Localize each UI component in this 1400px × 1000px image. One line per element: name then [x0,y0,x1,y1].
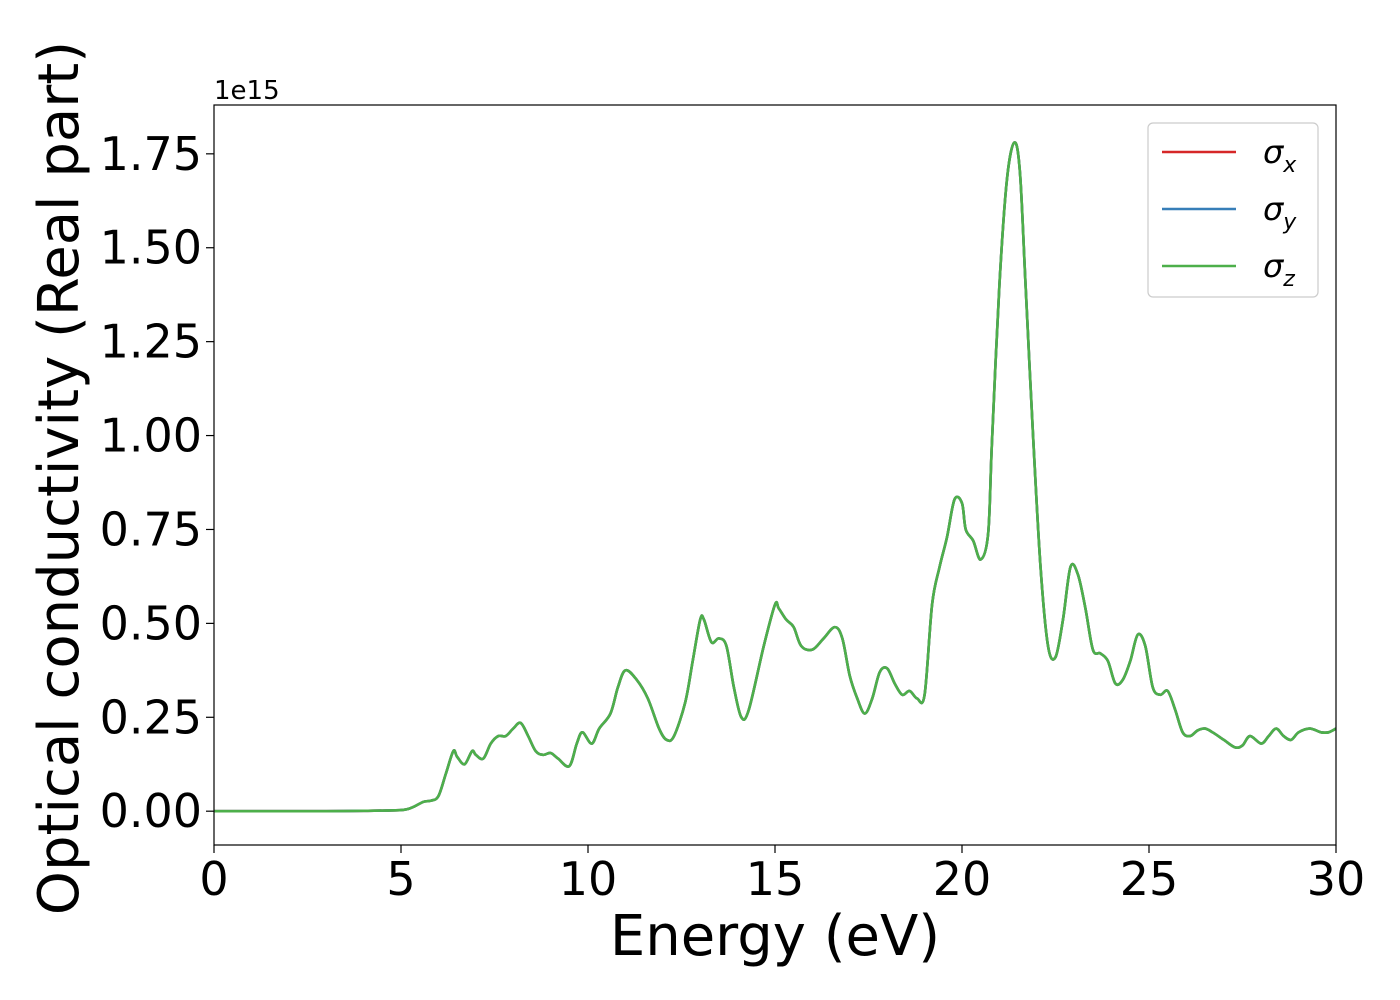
x-tick-label: 5 [386,852,415,906]
x-tick-label: 0 [199,852,228,906]
legend-label-y: σy [1263,190,1297,235]
y-axis-label: Optical conductivity (Real part) [27,41,92,915]
series-line-sigma-z [213,141,1337,813]
legend: σx σy σz [1147,122,1319,298]
y-axis-offset-label: 1e15 [214,76,280,106]
x-tick-label: 30 [1307,852,1366,906]
y-tick-label: 0.50 [100,596,202,650]
x-tick-label: 20 [933,852,992,906]
x-tick-label: 25 [1120,852,1179,906]
y-tick-label: 1.00 [100,409,202,463]
x-tick-label: 15 [746,852,805,906]
y-tick-label: 0.75 [100,502,202,556]
legend-label-z: σz [1263,247,1295,292]
y-axis-ticks: 0.00 0.25 0.50 0.75 1.00 1.25 1.50 1.75 [100,127,214,838]
legend-label-x: σx [1263,133,1297,178]
x-axis-label: Energy (eV) [610,904,940,969]
x-axis-ticks: 0 5 10 15 20 25 30 [199,845,1365,906]
series-layer [213,141,1337,813]
x-tick-label: 10 [559,852,618,906]
y-tick-label: 1.50 [100,221,202,275]
y-tick-label: 1.75 [100,127,202,181]
y-tick-label: 0.25 [100,690,202,744]
y-tick-label: 1.25 [100,315,202,369]
y-tick-label: 0.00 [100,784,202,838]
